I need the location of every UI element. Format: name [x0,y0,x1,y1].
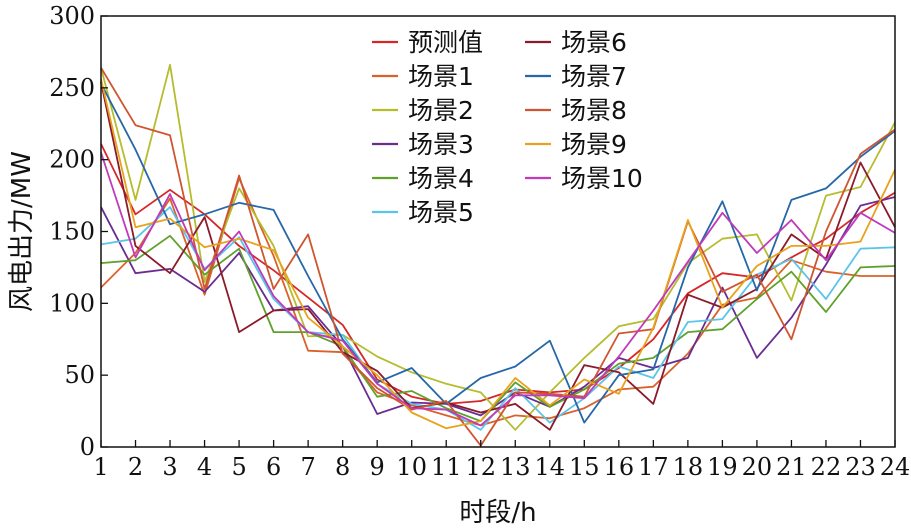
y-tick-label: 100 [49,289,95,317]
x-tick-label: 20 [742,453,773,481]
series-line-11 [100,152,896,427]
x-tick-label: 5 [231,453,246,481]
legend-item: 预测值 [372,28,483,57]
series-line-4 [100,196,896,417]
x-tick-label: 22 [811,453,842,481]
x-tick-label: 17 [638,453,669,481]
plot-lines [100,63,896,447]
legend-item: 场景1 [372,62,474,91]
x-tick-label: 9 [370,453,385,481]
legend-label: 场景1 [408,62,474,91]
x-tick-label: 7 [300,453,315,481]
x-tick-label: 19 [707,453,738,481]
legend-item: 场景9 [525,130,627,159]
plot-frame [100,15,896,448]
legend-item: 场景6 [525,28,627,57]
legend-item: 场景10 [525,164,643,193]
x-axis: 1 2 3 4 5 6 7 8 9 10 11 12 13 14 15 16 17 18 19 20 21 22 23 24 [93,440,910,481]
legend-label: 场景6 [561,28,627,57]
series-line-5 [100,234,896,423]
x-tick-label: 2 [128,453,143,481]
x-tick-label: 14 [535,453,566,481]
legend-label: 场景9 [561,130,627,159]
series-line-9 [100,67,896,447]
x-tick-label: 4 [197,453,212,481]
legend-item: 场景5 [372,198,474,227]
y-axis: 0 50 100 150 200 250 300 [49,2,108,461]
x-axis-title: 时段/h [459,498,536,528]
legend-label: 场景7 [561,62,627,91]
y-axis-title: 风电出力/MW [7,151,37,312]
y-tick-label: 200 [49,146,95,174]
x-tick-label: 6 [266,453,281,481]
legend-item: 场景4 [372,164,474,193]
x-tick-label: 21 [776,453,807,481]
x-tick-label: 1 [93,453,108,481]
legend-label: 预测值 [408,28,483,57]
legend-item: 场景3 [372,130,474,159]
x-tick-label: 23 [845,453,876,481]
x-tick-label: 18 [673,453,704,481]
x-tick-label: 10 [396,453,427,481]
legend-label: 场景4 [408,164,474,193]
y-tick-label: 300 [49,2,95,30]
x-tick-label: 15 [569,453,600,481]
legend-item: 场景8 [525,96,627,125]
series-line-3 [100,63,896,431]
x-tick-label: 13 [500,453,531,481]
series-line-2 [100,177,895,427]
legend-label: 场景8 [561,96,627,125]
x-tick-label: 16 [604,453,635,481]
series-line-7 [100,81,896,431]
series-line-8 [100,83,896,424]
legend-item: 场景7 [525,62,627,91]
y-tick-label: 50 [64,361,95,389]
y-tick-label: 150 [49,218,95,246]
legend-label: 场景3 [408,130,474,159]
legend-label: 场景2 [408,96,474,125]
x-tick-label: 11 [431,453,462,481]
legend-label: 场景5 [408,198,474,227]
series-line-10 [100,78,896,430]
legend-label: 场景10 [561,164,643,193]
x-tick-label: 8 [335,453,350,481]
x-tick-label: 12 [465,453,496,481]
legend-item: 场景2 [372,96,474,125]
x-tick-label: 24 [880,453,911,481]
y-tick-label: 0 [80,433,95,461]
x-tick-label: 3 [162,453,177,481]
y-tick-label: 250 [49,74,95,102]
